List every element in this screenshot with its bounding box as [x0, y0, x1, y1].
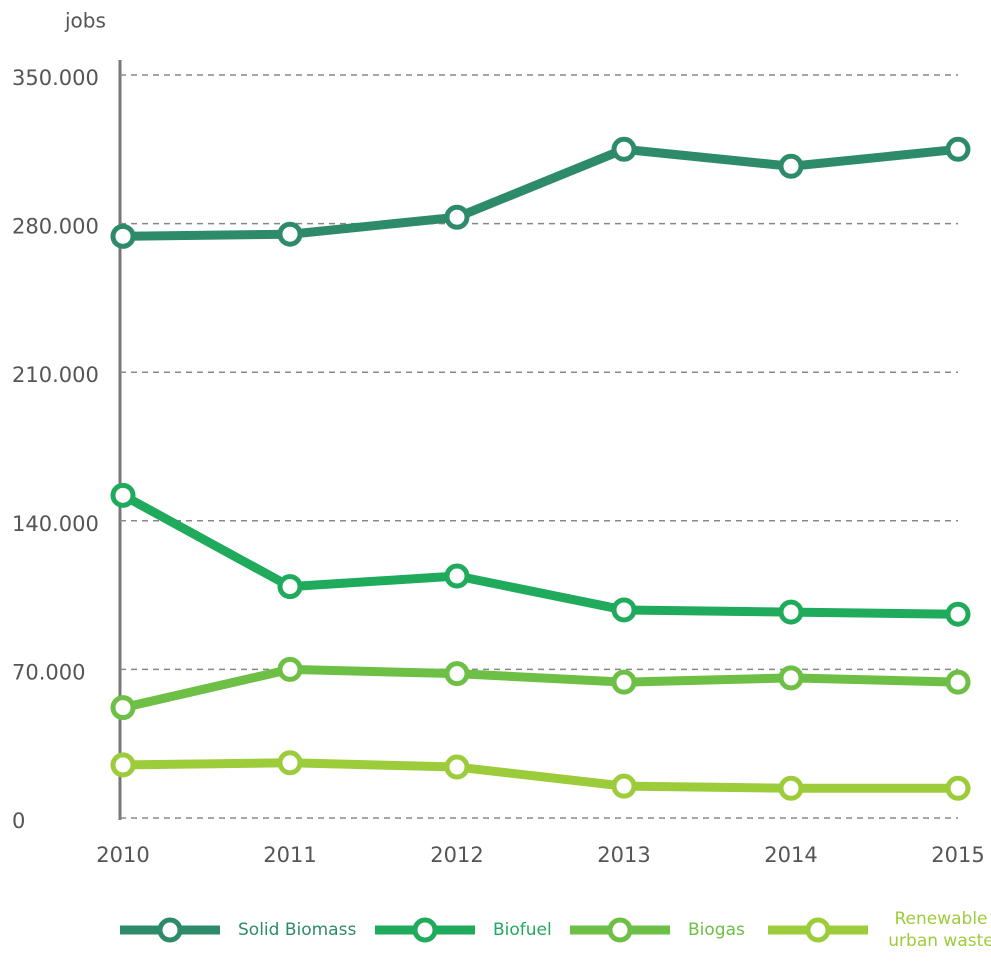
- legend-item: Renewable urban waste: [768, 905, 991, 955]
- legend-marker: [157, 917, 183, 943]
- legend-label: Solid Biomass: [238, 920, 357, 940]
- data-point: [444, 204, 470, 230]
- y-tick-label: 350.000: [12, 66, 99, 90]
- legend-item: Biofuel: [375, 905, 552, 955]
- data-point: [277, 656, 303, 682]
- series-line: [120, 491, 959, 619]
- legend-swatch: [375, 917, 475, 943]
- data-point: [444, 661, 470, 687]
- data-point: [778, 599, 804, 625]
- data-point: [444, 563, 470, 589]
- x-tick-label: 2013: [597, 843, 650, 867]
- legend-item: Biogas: [570, 905, 745, 955]
- data-point: [110, 752, 136, 778]
- legend-label: Biofuel: [493, 920, 552, 940]
- x-tick-label: 2015: [931, 843, 984, 867]
- y-axis-label: jobs: [64, 9, 106, 33]
- y-tick-label: 140.000: [12, 512, 99, 536]
- legend-label: Biogas: [688, 920, 745, 940]
- series-line: [122, 144, 959, 241]
- data-point: [778, 153, 804, 179]
- data-point: [945, 669, 971, 695]
- series-line: [122, 758, 958, 793]
- y-tick-label: 280.000: [12, 215, 99, 239]
- data-point: [945, 775, 971, 801]
- chart: jobs 0 70.000 140.000 210.000 280.000 350.000…: [12, 9, 985, 868]
- data-point: [444, 754, 470, 780]
- x-tick-label: 2010: [96, 843, 149, 867]
- legend-label: Renewable urban waste: [888, 909, 991, 951]
- legend-item: Solid Biomass: [120, 905, 356, 955]
- x-tick-label: 2011: [263, 843, 316, 867]
- data-point: [277, 750, 303, 776]
- legend: Solid Biomass Biofuel Biogas Renewable urba…: [0, 905, 991, 965]
- data-point: [277, 574, 303, 600]
- data-point: [277, 221, 303, 247]
- data-point: [110, 223, 136, 249]
- data-point: [778, 665, 804, 691]
- legend-swatch: [570, 917, 670, 943]
- data-point: [110, 482, 136, 508]
- x-tick-label: 2014: [764, 843, 817, 867]
- y-tick-label: 210.000: [12, 363, 99, 387]
- data-point: [110, 695, 136, 721]
- data-point: [611, 773, 637, 799]
- legend-marker: [607, 917, 633, 943]
- legend-marker: [412, 917, 438, 943]
- y-tick-label: 70.000: [12, 660, 85, 684]
- legend-swatch: [120, 917, 220, 943]
- data-point: [611, 669, 637, 695]
- series-line: [121, 664, 959, 712]
- data-point: [945, 601, 971, 627]
- data-point: [611, 597, 637, 623]
- x-tick-label: 2012: [430, 843, 483, 867]
- data-point: [778, 775, 804, 801]
- y-tick-label: 0: [12, 809, 25, 833]
- legend-marker: [805, 917, 831, 943]
- legend-swatch: [768, 917, 868, 943]
- data-point: [611, 136, 637, 162]
- data-point: [945, 136, 971, 162]
